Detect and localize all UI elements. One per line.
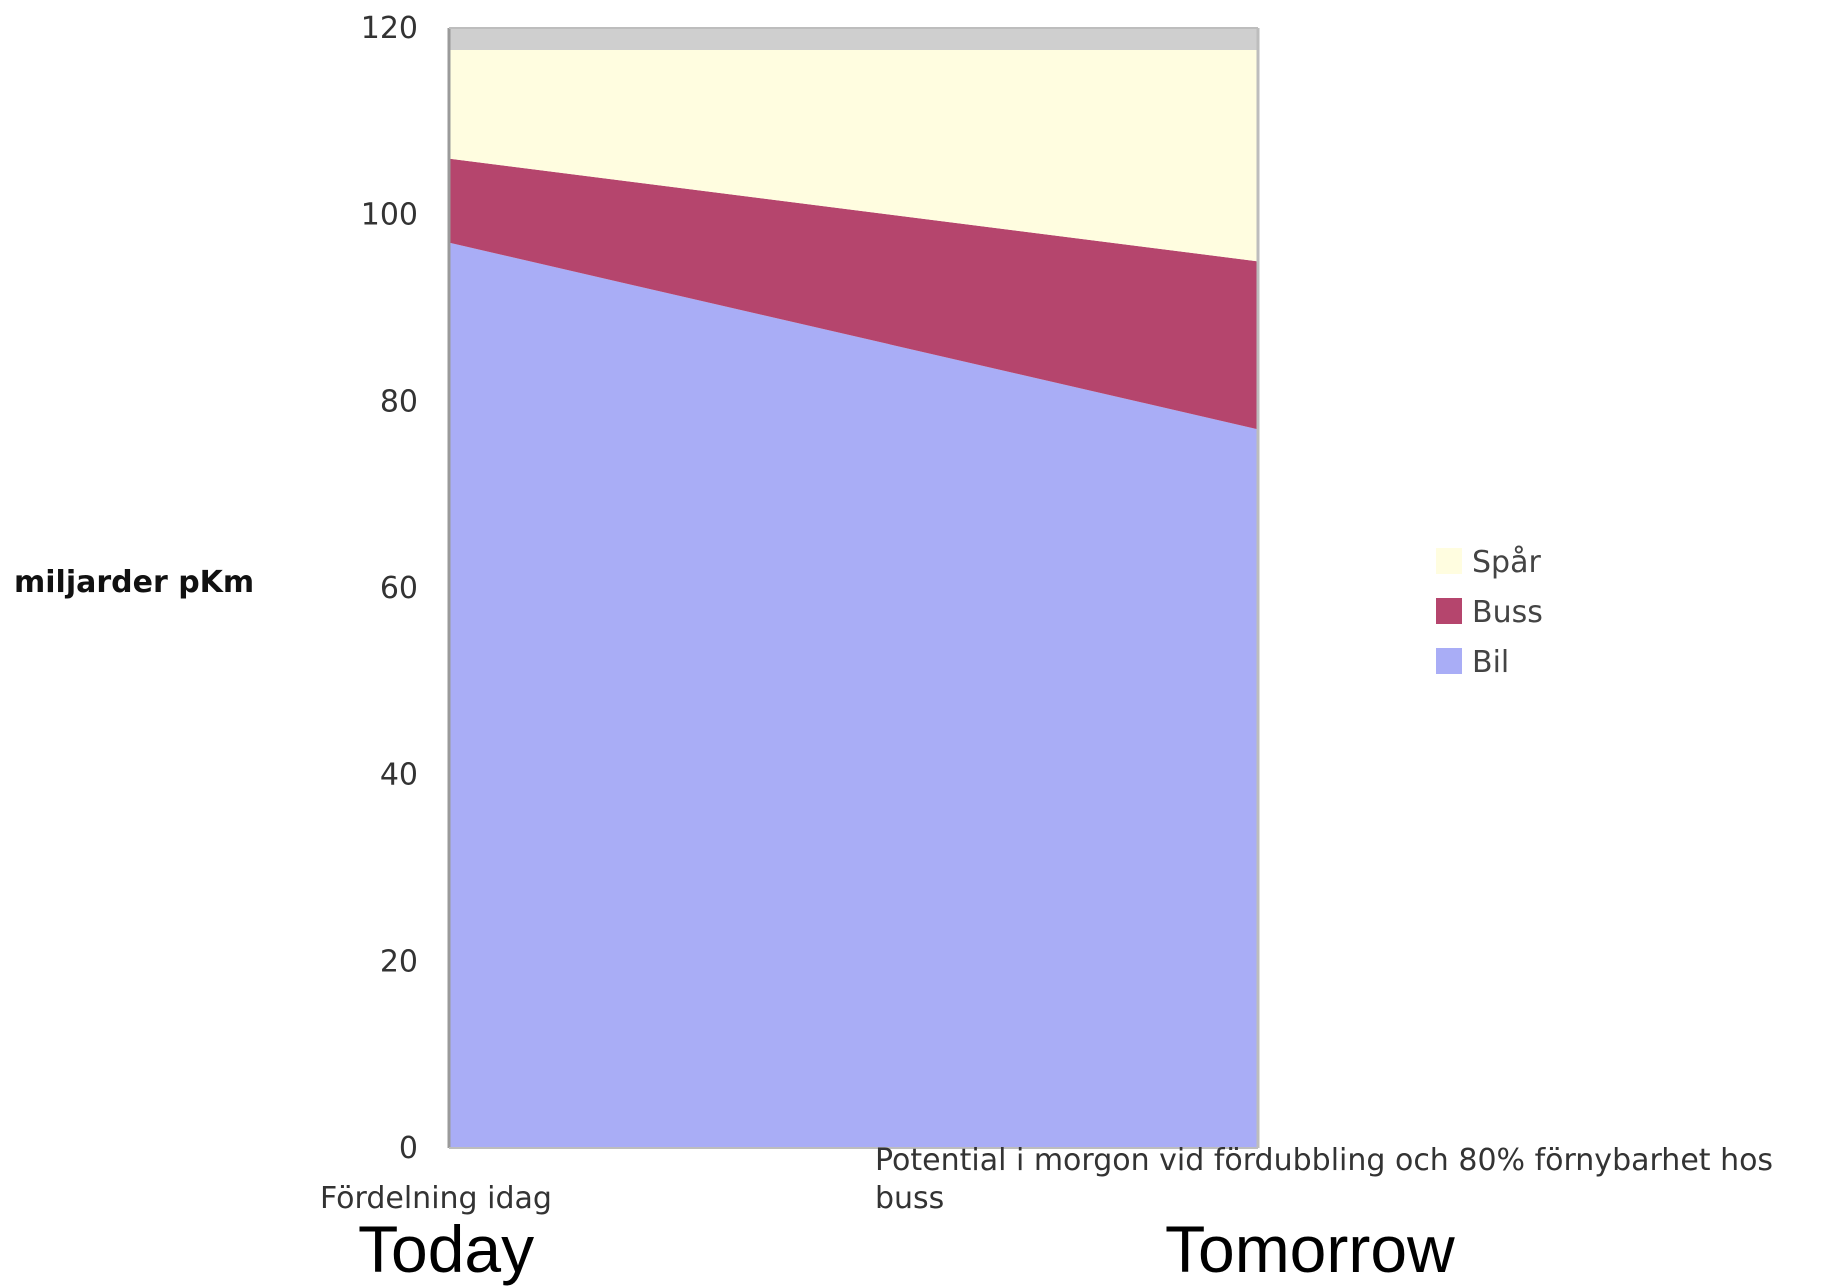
legend-label-bil: Bil xyxy=(1472,645,1509,680)
category-label-tomorrow: Potential i morgon vid fördubbling och 8… xyxy=(875,1143,1774,1216)
y-tick-label: 60 xyxy=(380,571,418,606)
y-tick-label: 120 xyxy=(361,11,418,46)
legend: Spår Buss Bil xyxy=(1436,545,1543,680)
legend-swatch-buss xyxy=(1436,598,1462,624)
plot-top-band xyxy=(449,28,1258,50)
y-tick-label: 40 xyxy=(380,758,418,793)
caption-tomorrow: Tomorrow xyxy=(1165,1212,1455,1286)
legend-label-sp-r: Spår xyxy=(1472,545,1541,580)
y-axis-label: miljarder pKm xyxy=(14,565,254,600)
category-label-today: Fördelning idag xyxy=(320,1181,552,1216)
caption-today: Today xyxy=(358,1212,535,1286)
y-tick-label: 0 xyxy=(399,1131,418,1166)
area-bil xyxy=(449,242,1258,1148)
y-tick-label: 100 xyxy=(361,198,418,233)
axis-layer xyxy=(447,27,1260,1149)
y-tick-label: 20 xyxy=(380,944,418,979)
area-sp-r xyxy=(449,28,1258,262)
y-ticks: 0 20 40 60 80 100 120 xyxy=(361,11,418,1166)
y-tick-label: 80 xyxy=(380,384,418,419)
legend-label-buss: Buss xyxy=(1472,595,1543,630)
areas-layer xyxy=(449,28,1258,1148)
area-buss xyxy=(449,158,1258,430)
legend-swatch-sp-r xyxy=(1436,548,1462,574)
legend-swatch-bil xyxy=(1436,648,1462,674)
